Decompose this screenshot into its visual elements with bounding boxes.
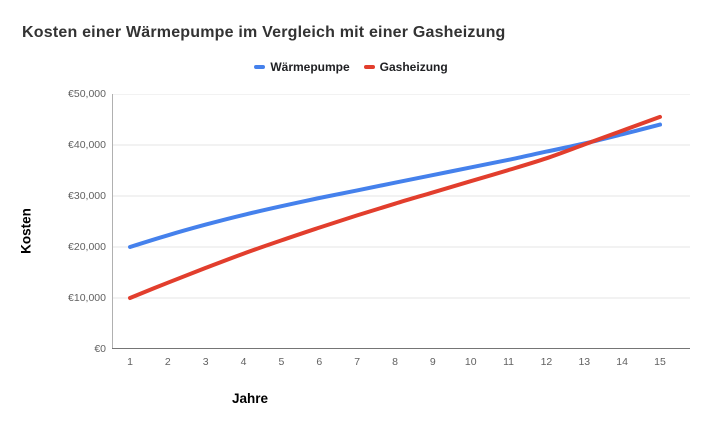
x-tick-label: 6 bbox=[316, 356, 323, 368]
chart-title: Kosten einer Wärmepumpe im Vergleich mit… bbox=[22, 24, 506, 41]
plot-area bbox=[112, 94, 690, 349]
x-tick-label: 13 bbox=[578, 356, 591, 368]
x-tick-label: 3 bbox=[202, 356, 209, 368]
legend-label-waermepumpe: Wärmepumpe bbox=[270, 60, 350, 74]
x-tick-label: 2 bbox=[164, 356, 171, 368]
y-tick-label: €30,000 bbox=[68, 190, 106, 202]
x-tick-label: 5 bbox=[278, 356, 285, 368]
series-line-0 bbox=[128, 122, 662, 249]
legend-swatch-waermepumpe bbox=[254, 65, 266, 69]
x-tick-label: 10 bbox=[464, 356, 477, 368]
y-tick-label: €50,000 bbox=[68, 88, 106, 100]
legend-swatch-gasheizung bbox=[363, 65, 375, 69]
x-tick-label: 8 bbox=[392, 356, 398, 368]
x-tick-label: 9 bbox=[429, 356, 436, 368]
x-tick-label: 14 bbox=[616, 356, 628, 368]
x-tick-label: 4 bbox=[240, 356, 247, 368]
x-tick-label: 7 bbox=[354, 356, 361, 368]
legend-item-waermepumpe: Wärmepumpe bbox=[254, 60, 350, 74]
line-chart-svg bbox=[112, 94, 690, 349]
legend-item-gasheizung: Gasheizung bbox=[363, 60, 448, 74]
x-tick-label: 11 bbox=[503, 356, 515, 368]
series-line-1 bbox=[128, 114, 662, 300]
y-tick-label: €10,000 bbox=[68, 292, 106, 304]
legend-label-gasheizung: Gasheizung bbox=[379, 60, 448, 74]
y-tick-label: €40,000 bbox=[68, 139, 106, 151]
x-tick-label: 15 bbox=[654, 356, 666, 368]
x-axis-title-row: Jahre bbox=[0, 391, 702, 406]
y-tick-labels: €0 €10,000 €20,000 €30,000 €40,000 €50,000 bbox=[0, 0, 106, 433]
y-tick-label: €20,000 bbox=[68, 241, 106, 253]
x-axis-title: Jahre bbox=[231, 391, 269, 406]
y-tick-label: €0 bbox=[94, 343, 106, 355]
x-tick-label: 1 bbox=[127, 356, 133, 368]
legend: Wärmepumpe Gasheizung bbox=[0, 60, 702, 74]
x-tick-label: 12 bbox=[540, 356, 553, 368]
x-tick-labels: 1 2 3 4 5 6 7 8 9 10 11 12 13 14 15 bbox=[112, 0, 690, 433]
